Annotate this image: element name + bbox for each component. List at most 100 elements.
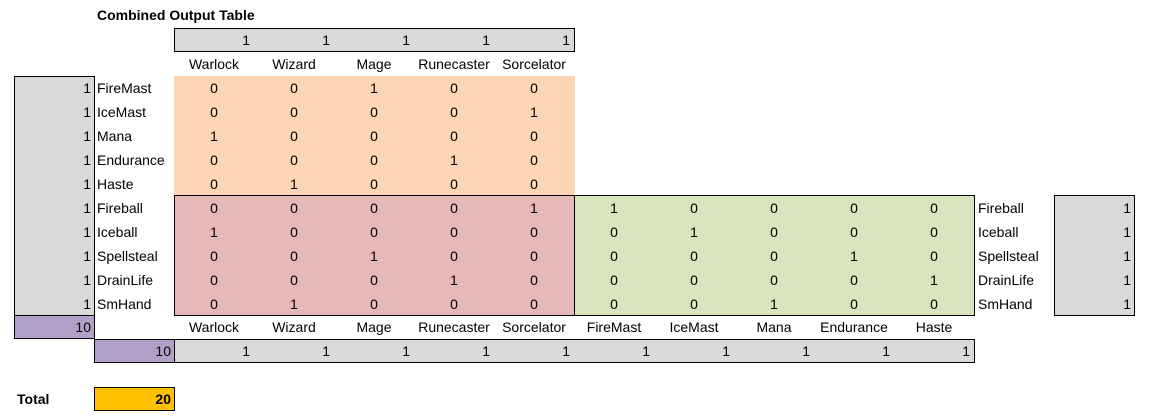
matrix-cell: 0 (370, 272, 378, 288)
matrix-cell: 0 (210, 200, 218, 216)
bottom-column-header: Haste (915, 319, 953, 335)
bottom-column-header: IceMast (669, 319, 719, 335)
matrix-cell: 0 (850, 272, 858, 288)
top-weight-cell: 1 (402, 32, 410, 48)
matrix-cell: 1 (290, 176, 298, 192)
bottom-column-header: Mage (356, 319, 392, 335)
row-weight: 1 (83, 80, 91, 96)
matrix-cell: 0 (450, 80, 458, 96)
lower-left-matrix-block (174, 195, 575, 316)
bottom-weight-cell: 1 (642, 343, 650, 359)
right-weights-box (1054, 195, 1135, 316)
bottom-column-header: Sorcelator (502, 319, 566, 335)
matrix-cell: 0 (610, 248, 618, 264)
matrix-cell: 1 (770, 296, 778, 312)
matrix-cell: 0 (610, 272, 618, 288)
matrix-cell: 0 (450, 128, 458, 144)
matrix-cell: 1 (370, 80, 378, 96)
row-label: Fireball (97, 200, 143, 216)
row-weight: 1 (83, 224, 91, 240)
row-weight: 1 (83, 152, 91, 168)
top-weight-cell: 1 (482, 32, 490, 48)
matrix-cell: 0 (930, 224, 938, 240)
left-weights-box (14, 76, 95, 316)
bottom-weight-cell: 1 (242, 343, 250, 359)
matrix-cell: 0 (690, 272, 698, 288)
matrix-cell: 0 (290, 128, 298, 144)
top-weight-cell: 1 (242, 32, 250, 48)
matrix-cell: 0 (530, 296, 538, 312)
row-label: SmHand (97, 296, 152, 312)
matrix-cell: 1 (370, 248, 378, 264)
matrix-cell: 0 (450, 248, 458, 264)
matrix-cell: 0 (850, 224, 858, 240)
bottom-weight-cell: 1 (722, 343, 730, 359)
matrix-cell: 0 (450, 296, 458, 312)
matrix-cell: 0 (290, 248, 298, 264)
matrix-cell: 0 (930, 200, 938, 216)
row-label: Endurance (97, 152, 165, 168)
bottom-total-box (94, 339, 175, 363)
matrix-cell: 0 (210, 176, 218, 192)
matrix-cell: 0 (930, 248, 938, 264)
right-row-label: Fireball (978, 200, 1024, 216)
row-label: FireMast (97, 80, 152, 96)
top-weights-box (174, 28, 575, 52)
bottom-column-header: Endurance (820, 319, 888, 335)
matrix-cell: 0 (690, 200, 698, 216)
row-label: DrainLife (97, 272, 154, 288)
total-value: 20 (155, 391, 171, 407)
matrix-cell: 0 (930, 296, 938, 312)
row-weight: 1 (83, 200, 91, 216)
right-row-weight: 1 (1123, 248, 1131, 264)
matrix-cell: 0 (290, 200, 298, 216)
bottom-weight-cell: 1 (482, 343, 490, 359)
matrix-cell: 0 (370, 128, 378, 144)
column-header: Warlock (188, 56, 240, 72)
matrix-cell: 0 (210, 248, 218, 264)
table-title: Combined Output Table (97, 7, 255, 23)
matrix-cell: 0 (450, 104, 458, 120)
matrix-cell: 0 (530, 224, 538, 240)
matrix-cell: 0 (210, 296, 218, 312)
matrix-cell: 0 (370, 152, 378, 168)
matrix-cell: 0 (370, 296, 378, 312)
matrix-cell: 0 (610, 224, 618, 240)
matrix-cell: 1 (290, 296, 298, 312)
matrix-cell: 1 (850, 248, 858, 264)
matrix-cell: 0 (690, 248, 698, 264)
bottom-column-header: Wizard (272, 319, 316, 335)
bottom-weight-cell: 1 (402, 343, 410, 359)
matrix-cell: 0 (370, 200, 378, 216)
matrix-cell: 0 (210, 80, 218, 96)
bottom-column-header: Warlock (188, 319, 240, 335)
row-label: Mana (97, 128, 133, 144)
matrix-cell: 1 (530, 200, 538, 216)
right-row-weight: 1 (1123, 296, 1131, 312)
matrix-cell: 0 (530, 176, 538, 192)
matrix-cell: 0 (610, 296, 618, 312)
matrix-cell: 1 (610, 200, 618, 216)
matrix-cell: 0 (370, 176, 378, 192)
bottom-column-header: FireMast (586, 319, 642, 335)
column-header: Wizard (272, 56, 316, 72)
matrix-cell: 0 (450, 200, 458, 216)
row-weight: 1 (83, 176, 91, 192)
matrix-cell: 0 (290, 152, 298, 168)
matrix-cell: 1 (210, 224, 218, 240)
row-label: IceMast (97, 104, 147, 120)
matrix-cell: 0 (290, 104, 298, 120)
matrix-cell: 0 (290, 224, 298, 240)
lower-right-matrix-block (574, 195, 975, 316)
matrix-cell: 1 (450, 152, 458, 168)
row-weight: 1 (83, 272, 91, 288)
top-weight-cell: 1 (562, 32, 570, 48)
left-total-box (14, 315, 95, 339)
right-row-label: Iceball (978, 224, 1019, 240)
matrix-cell: 0 (210, 104, 218, 120)
upper-matrix-block (174, 76, 575, 196)
total-box (94, 387, 175, 411)
matrix-cell: 0 (770, 272, 778, 288)
row-label: Spellsteal (97, 248, 158, 264)
matrix-cell: 0 (690, 296, 698, 312)
